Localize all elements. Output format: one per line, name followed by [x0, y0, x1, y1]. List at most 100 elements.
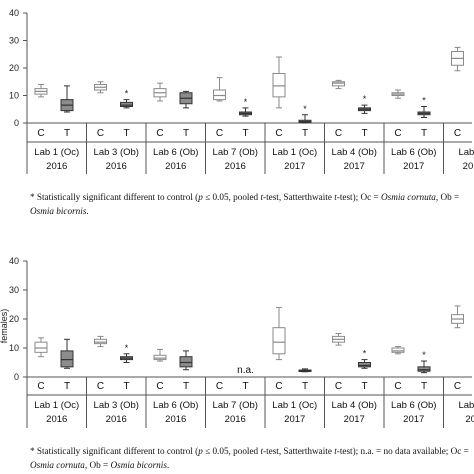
treatment-label-t: T — [421, 381, 427, 392]
treatment-label-t: T — [64, 128, 70, 139]
footnote-italic-run: p — [198, 446, 203, 456]
group-year-label: 2016 — [46, 161, 67, 172]
treatment-label-c: C — [37, 128, 44, 139]
significance-marker: * — [125, 89, 129, 99]
significance-marker: * — [363, 94, 367, 104]
treatment-label-c: C — [216, 128, 223, 139]
treatment-label-c: C — [156, 128, 163, 139]
treatment-label-c: C — [335, 128, 342, 139]
group-year-label: 2017 — [403, 161, 424, 172]
box-iqr — [153, 354, 167, 361]
box-iqr — [213, 89, 226, 101]
treatment-label-t: T — [242, 381, 248, 392]
box-iqr — [60, 350, 74, 368]
group-lab-label: Lab 8 ( — [458, 147, 474, 158]
group-lab-label: Lab 3 (Ob) — [94, 147, 139, 158]
footnote-run: * Statistically significant different to… — [30, 192, 199, 202]
y-tick-label: 0 — [14, 372, 19, 382]
group-lab-label: Lab 1 (Oc) — [34, 147, 79, 158]
treatment-label-t: T — [302, 381, 308, 392]
treatment-label-c: C — [394, 128, 401, 139]
group-year-label: 2017 — [344, 161, 365, 172]
significance-marker: * — [244, 97, 248, 107]
box-iqr — [34, 341, 48, 353]
group-year-label: 2017 — [463, 161, 474, 172]
treatment-label-t: T — [361, 381, 367, 392]
group-year-label: 2017 — [344, 414, 365, 425]
y-tick-label: 40 — [9, 8, 19, 18]
group-lab-label: Lab 4 (Ob) — [332, 147, 377, 158]
box-iqr — [272, 73, 286, 98]
treatment-label-t: T — [64, 381, 70, 392]
treatment-label-c: C — [454, 381, 461, 392]
group-lab-label: Lab 7 (Ob) — [213, 400, 258, 411]
group-year-label: 2016 — [165, 414, 186, 425]
box-iqr — [417, 366, 431, 372]
footnote-bottom: * Statistically significant different to… — [30, 444, 470, 472]
treatment-label-c: C — [454, 128, 461, 139]
treatment-label-c: C — [156, 381, 163, 392]
significance-marker: * — [303, 104, 307, 114]
treatment-label-c: C — [335, 381, 342, 392]
group-year-label: 2017 — [284, 414, 305, 425]
treatment-label-t: T — [302, 128, 308, 139]
box-iqr — [391, 347, 405, 353]
footnote-italic-run: t — [260, 446, 264, 456]
box-iqr — [120, 101, 133, 107]
group-lab-label: Lab 7 (Ob) — [213, 147, 258, 158]
box-plot-chart-top: 0 10 20 30 40 C T Lab 1 (Oc) 2016 C T Lab 3 (Ob) 201… — [9, 8, 474, 174]
group-year-label: 2016 — [225, 414, 246, 425]
group-lab-label: Lab 8 ( — [458, 400, 474, 411]
box-iqr — [358, 362, 371, 368]
treatment-label-c: C — [394, 381, 401, 392]
significance-marker: * — [125, 343, 129, 353]
treatment-label-t: T — [361, 128, 367, 139]
footnote-run: -test, Satterthwaite — [263, 192, 335, 202]
y-tick-label: 30 — [9, 285, 19, 295]
footnote-run: . — [86, 206, 89, 216]
footnote-italic-run: Osmia cornuta — [30, 460, 85, 470]
group-lab-label: Lab 1 (Oc) — [272, 400, 317, 411]
y-tick-label: 0 — [14, 118, 19, 128]
footnote-italic-run: Osmia bicornis — [110, 460, 167, 470]
group-year-label: 2017 — [403, 414, 424, 425]
group-lab-label: Lab 6 (Ob) — [153, 400, 198, 411]
y-tick-label: 10 — [9, 343, 19, 353]
treatment-label-c: C — [97, 381, 104, 392]
treatment-label-t: T — [421, 128, 427, 139]
treatment-label-t: T — [183, 128, 189, 139]
group-lab-label: Lab 1 (Oc) — [272, 147, 317, 158]
footnote-run: ≤ 0.05, pooled — [202, 446, 261, 456]
footnote-italic-run: t — [334, 446, 337, 456]
treatment-label-c: C — [275, 128, 282, 139]
box-plot-chart-bottom: 0 10 20 30 40 females) C T Lab 1 (Oc) 2016 C T Lab 3… — [0, 256, 474, 428]
group-year-label: 2016 — [46, 414, 67, 425]
group-lab-label: Lab 6 (Ob) — [391, 400, 436, 411]
footnote-italic-run: t — [334, 192, 337, 202]
footnote-italic-run: Osmia cornuta — [380, 192, 436, 202]
group-lab-label: Lab 3 (Ob) — [94, 400, 139, 411]
group-lab-label: Lab 4 (Ob) — [332, 400, 377, 411]
y-tick-label: 40 — [9, 256, 19, 266]
box-iqr — [179, 356, 193, 368]
box-iqr — [94, 338, 107, 345]
significance-marker: * — [422, 350, 426, 360]
treatment-label-c: C — [37, 381, 44, 392]
no-data-label: n.a. — [237, 365, 254, 376]
footnote-run: . — [166, 460, 170, 470]
footnote-run: ≤ 0.05, pooled — [202, 192, 261, 202]
group-year-label: 201 — [465, 414, 474, 425]
group-year-label: 2016 — [106, 161, 127, 172]
significance-marker: * — [363, 349, 367, 359]
group-lab-label: Lab 6 (Ob) — [391, 147, 436, 158]
group-lab-label: Lab 6 (Ob) — [153, 147, 198, 158]
treatment-label-t: T — [123, 128, 129, 139]
group-year-label: 2016 — [106, 414, 127, 425]
footnote-run: -test); Oc = — [336, 192, 381, 202]
treatment-label-t: T — [183, 381, 189, 392]
treatment-label-c: C — [216, 381, 223, 392]
significance-marker: * — [422, 96, 426, 106]
group-year-label: 2016 — [165, 161, 186, 172]
group-year-label: 2016 — [225, 161, 246, 172]
group-lab-label: Lab 1 (Oc) — [34, 400, 79, 411]
